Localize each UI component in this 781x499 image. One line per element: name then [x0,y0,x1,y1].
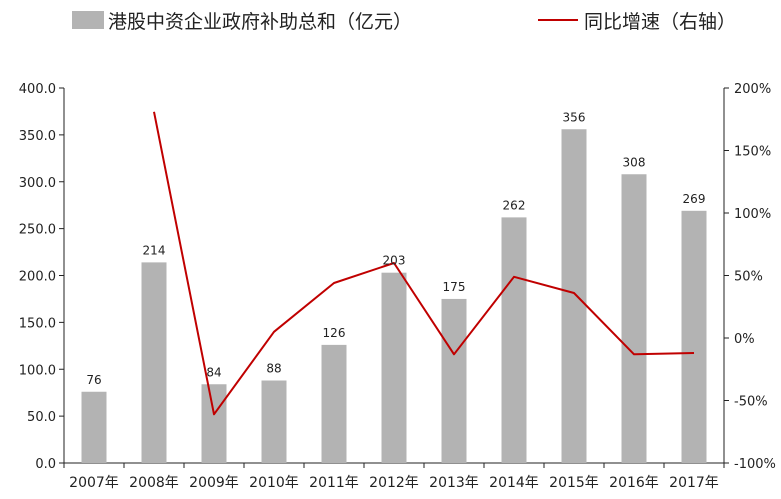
bar [441,298,467,463]
y-left-tick-label: 150.0 [19,316,56,331]
x-tick-label: 2015年 [549,475,599,491]
y-left-tick-label: 200.0 [19,270,56,285]
bar [621,174,647,463]
y-right-tick-label: -100% [734,457,776,472]
x-tick-label: 2016年 [609,475,659,491]
data-labels: 76 214 84 88 126 203 175 262 356 308 269 [86,110,705,387]
y-right-tick-label: 100% [734,207,771,222]
y-left-tick-label: 250.0 [19,223,56,238]
axes: 0.0 50.0 100.0 150.0 200.0 250.0 300.0 350.0 400… [19,82,776,491]
bar [501,217,527,463]
bar [261,380,287,463]
bar [381,272,407,463]
bar [561,129,587,463]
x-tick-label: 2010年 [249,475,299,491]
y-left-tick-label: 0.0 [35,457,56,472]
growth-line-group [153,111,695,416]
legend: 港股中资企业政府补助总和（亿元） 同比增速（右轴） [72,11,736,33]
y-left-tick-label: 350.0 [19,129,56,144]
x-tick-label: 2012年 [369,475,419,491]
bar [681,210,707,463]
x-tick-label: 2011年 [309,475,359,491]
bars [81,129,707,463]
bar [141,262,167,463]
y-right-tick-label: 0% [734,332,755,347]
bar [201,384,227,463]
x-tick-label: 2013年 [429,475,479,491]
bar [321,344,347,463]
bar-data-label: 214 [143,243,166,257]
x-tick-label: 2017年 [669,475,719,491]
legend-bar-label: 港股中资企业政府补助总和（亿元） [108,11,412,33]
bar-data-label: 126 [323,326,346,340]
y-right-tick-label: 50% [734,270,763,285]
bar-data-label: 308 [623,155,646,169]
x-tick-label: 2008年 [129,475,179,491]
bar-data-label: 84 [206,365,221,379]
bar-data-label: 262 [503,198,526,212]
x-tick-label: 2007年 [69,475,119,491]
y-right-tick-label: -50% [734,395,768,410]
bar-data-label: 88 [266,362,281,376]
bar-data-label: 76 [86,373,101,387]
y-left-tick-label: 300.0 [19,176,56,191]
bar [81,391,107,463]
y-left-tick-label: 400.0 [19,82,56,97]
y-right-tick-label: 200% [734,82,771,97]
bar-data-label: 269 [683,192,706,206]
y-left-tick-label: 50.0 [27,410,56,425]
x-tick-label: 2014年 [489,475,539,491]
bar-data-label: 175 [443,280,466,294]
y-right-tick-label: 150% [734,145,771,160]
legend-bar-swatch [72,11,104,29]
x-tick-label: 2009年 [189,475,239,491]
legend-line-label: 同比增速（右轴） [584,11,736,33]
growth-rate-line [153,111,695,416]
y-left-tick-label: 100.0 [19,363,56,378]
bar-data-label: 356 [563,110,586,124]
bar-data-label: 203 [383,254,406,268]
